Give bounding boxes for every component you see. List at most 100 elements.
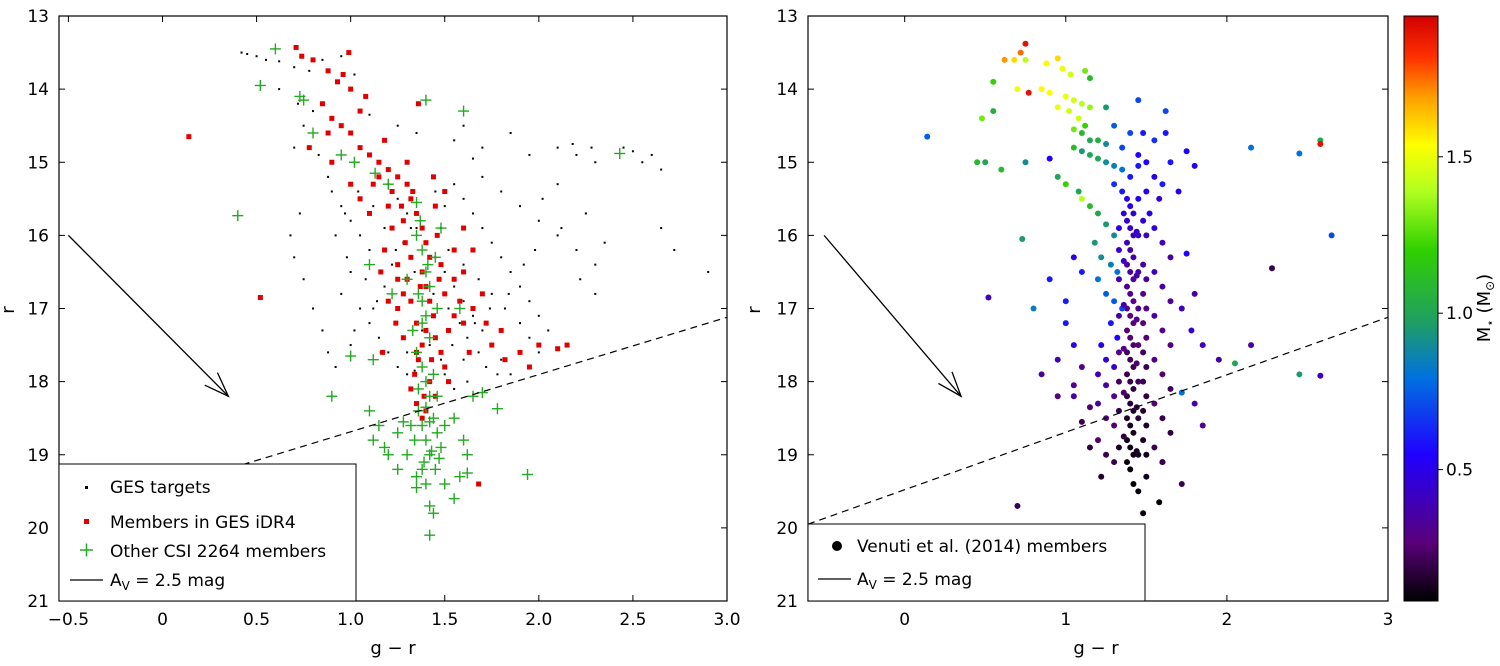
ges-target-point	[391, 263, 394, 266]
left-x-ticks: −0.5 0 0.5 1.0 1.5 2.0 2.5 3.0	[48, 16, 741, 630]
ges-target-point	[519, 322, 522, 325]
member-point	[186, 134, 192, 140]
venuti-member-point	[1114, 334, 1121, 341]
ges-target-point	[453, 139, 456, 142]
venuti-member-point	[1156, 195, 1163, 202]
venuti-member-point	[1011, 56, 1018, 63]
venuti-member-point	[1159, 415, 1166, 422]
venuti-member-point	[1095, 210, 1101, 217]
ges-target-point	[447, 307, 450, 310]
ges-target-point	[372, 205, 375, 208]
venuti-member-point	[1120, 210, 1127, 217]
venuti-member-point	[1127, 225, 1134, 232]
ges-target-point	[432, 292, 435, 295]
ges-target-point	[453, 183, 456, 186]
venuti-member-point	[1014, 86, 1021, 93]
member-point	[389, 189, 395, 194]
ges-target-point	[471, 157, 474, 160]
venuti-member-point	[1151, 268, 1158, 275]
member-point	[446, 379, 452, 385]
ges-target-point	[293, 256, 296, 259]
venuti-member-point	[1133, 448, 1140, 455]
ges-target-point	[519, 205, 522, 208]
member-point	[410, 189, 416, 194]
venuti-member-point	[1127, 356, 1134, 363]
ges-target-point	[500, 358, 503, 361]
ges-target-point	[481, 329, 484, 332]
ges-target-point	[473, 322, 476, 325]
y-tick-label: 21	[27, 592, 49, 612]
venuti-member-point	[1111, 298, 1118, 305]
venuti-member-point	[1140, 130, 1147, 136]
venuti-member-point	[1111, 459, 1118, 466]
ges-target-point	[537, 351, 540, 354]
member-point	[451, 276, 457, 282]
ges-target-point	[353, 329, 356, 332]
ges-target-point	[673, 249, 676, 251]
ges-target-point	[443, 270, 446, 273]
venuti-member-point	[1130, 210, 1137, 217]
venuti-member-point	[1119, 188, 1126, 195]
member-point	[306, 145, 312, 151]
x-tick-label: 2	[1221, 610, 1232, 630]
venuti-member-point	[1103, 221, 1110, 228]
venuti-member-point	[1135, 342, 1142, 349]
venuti-member-point	[1127, 334, 1134, 341]
venuti-member-point	[1135, 415, 1142, 422]
member-point	[378, 269, 384, 275]
member-point	[325, 130, 331, 136]
ges-target-point	[296, 102, 299, 105]
member-point	[442, 189, 448, 194]
x-tick-label: 0.5	[243, 610, 270, 630]
member-point	[400, 291, 406, 297]
member-point	[395, 276, 401, 282]
member-point	[427, 298, 433, 304]
member-point	[434, 232, 440, 238]
ges-target-point	[575, 249, 578, 251]
ges-target-point	[264, 58, 267, 61]
venuti-member-point	[1014, 502, 1021, 509]
y-tick-label: 16	[776, 226, 798, 246]
member-point	[421, 393, 427, 399]
ges-target-point	[406, 212, 409, 215]
venuti-member-point	[1231, 360, 1238, 367]
ges-target-point	[462, 197, 465, 200]
member-point	[430, 174, 436, 180]
venuti-member-point	[1111, 393, 1118, 400]
ges-target-point	[413, 270, 416, 273]
venuti-member-point	[1019, 236, 1026, 243]
ges-target-point	[522, 263, 525, 266]
venuti-member-point	[1103, 159, 1110, 166]
ges-target-point	[359, 234, 362, 237]
venuti-member-point	[1111, 162, 1118, 169]
venuti-member-point	[1135, 97, 1142, 104]
ges-target-point	[453, 387, 456, 390]
ges-target-point	[707, 270, 710, 273]
venuti-member-point	[1098, 254, 1105, 261]
right-legend: Venuti et al. (2014) members AV = 2.5 ma…	[807, 523, 1146, 602]
reddening-arrow-head	[204, 372, 230, 398]
venuti-member-point	[1078, 148, 1085, 155]
left-panel: −0.5 0 0.5 1.0 1.5 2.0 2.5 3.0 13 14 15 16 17 18 19 20…	[0, 7, 741, 659]
venuti-member-point	[1046, 155, 1053, 162]
member-point	[398, 203, 404, 209]
venuti-member-point	[1151, 356, 1158, 363]
x-tick-label: 1.0	[337, 610, 364, 630]
venuti-member-point	[1127, 400, 1134, 407]
member-point	[429, 357, 435, 363]
venuti-member-point	[1103, 356, 1110, 363]
member-point	[432, 203, 438, 209]
ges-target-point	[462, 124, 465, 127]
member-point	[319, 101, 325, 107]
member-point	[446, 327, 452, 333]
ges-target-point	[660, 227, 663, 230]
venuti-member-point	[1143, 364, 1150, 370]
ges-target-point	[298, 212, 301, 215]
ges-target-point	[462, 358, 465, 361]
venuti-member-point	[1146, 210, 1153, 217]
member-point	[423, 327, 429, 333]
venuti-member-point	[1135, 162, 1142, 169]
ges-target-point	[345, 256, 348, 259]
member-point	[555, 346, 561, 352]
venuti-member-point	[1178, 389, 1185, 396]
